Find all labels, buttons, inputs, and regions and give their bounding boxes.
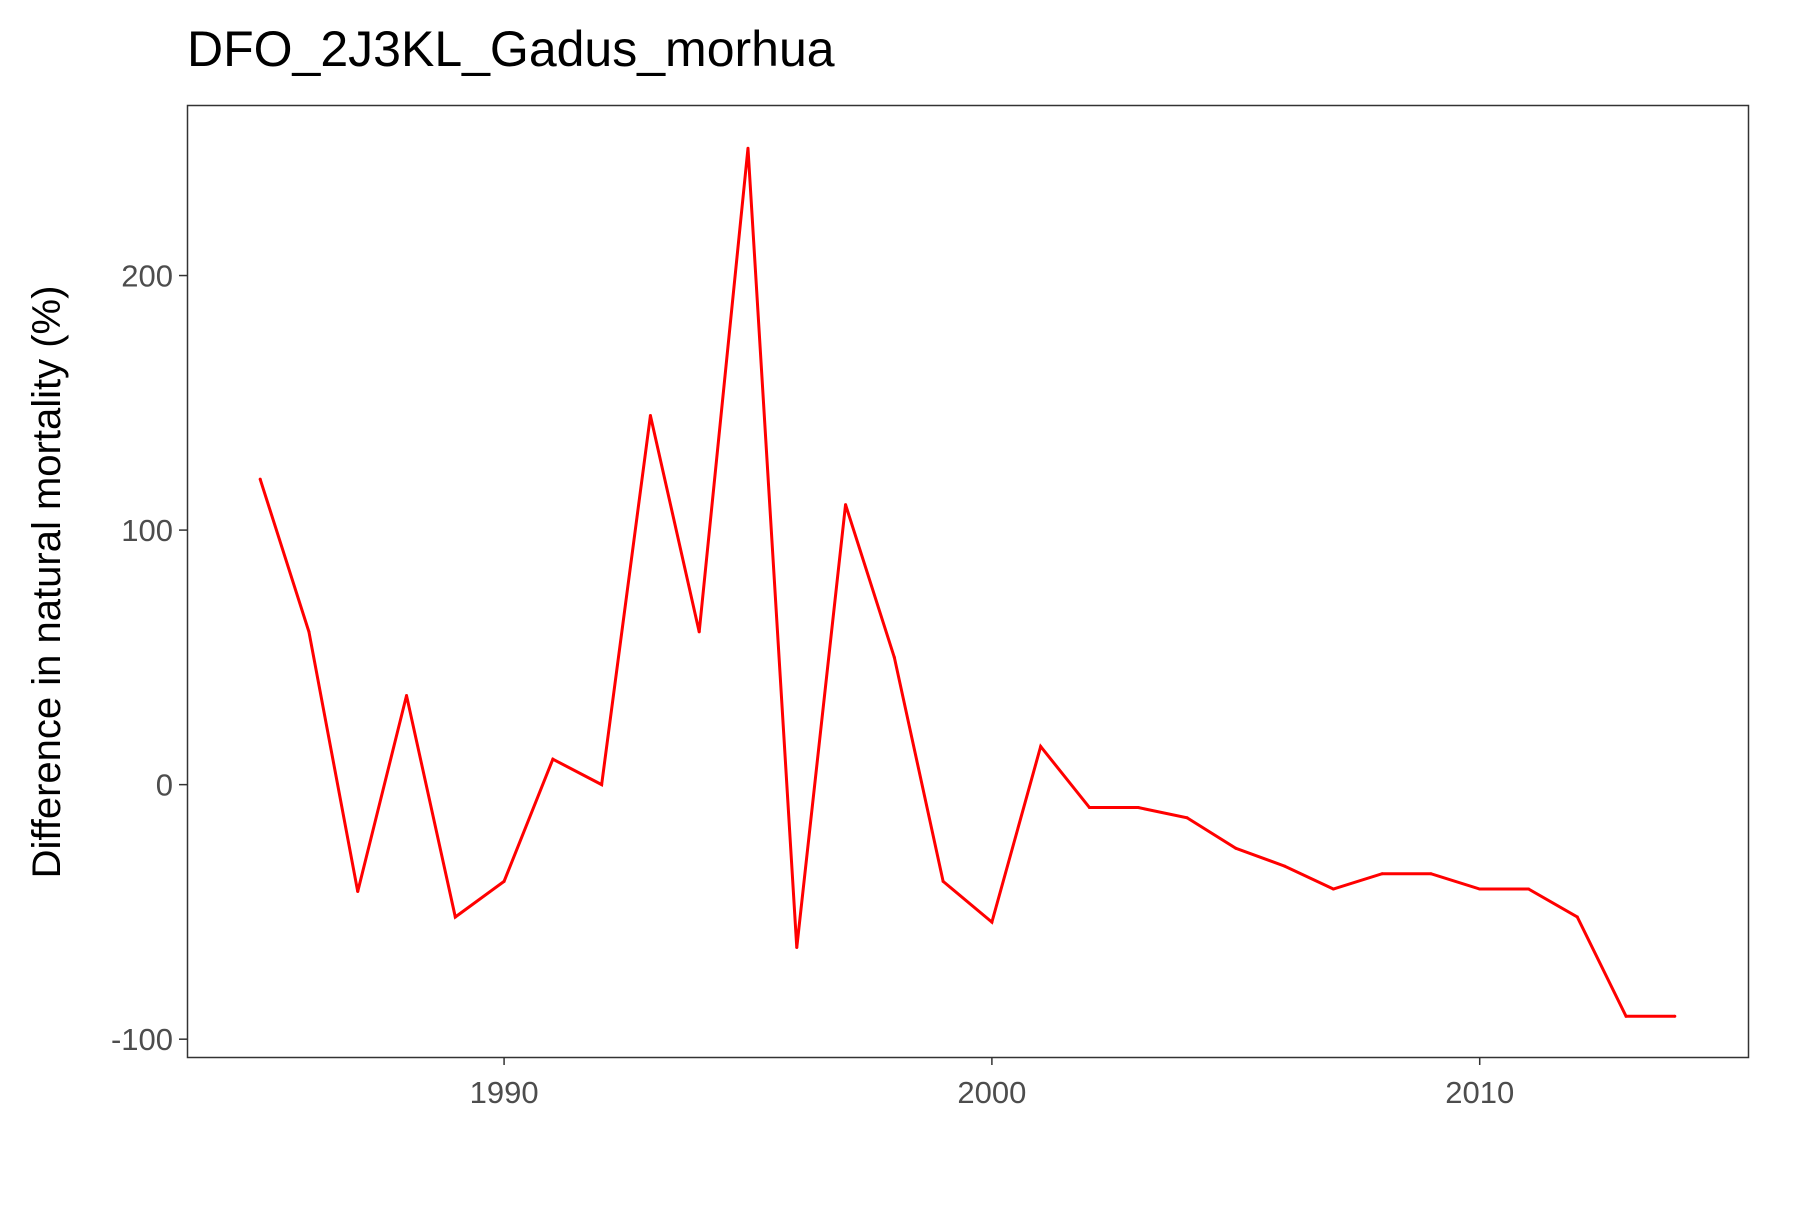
x-axis: 1990 2000 2010 xyxy=(470,1057,1514,1110)
data-point xyxy=(307,630,311,634)
y-axis-title: Difference in natural mortality (%) xyxy=(25,286,69,879)
y-tick-label: 200 xyxy=(121,259,173,294)
data-point xyxy=(844,503,848,507)
y-tick-label: -100 xyxy=(111,1022,173,1057)
x-tick-label: 1990 xyxy=(470,1075,539,1110)
data-point xyxy=(1136,806,1140,810)
data-point xyxy=(1624,1014,1628,1018)
data-point xyxy=(1331,887,1335,891)
data-point xyxy=(600,783,604,787)
data-point xyxy=(1429,872,1433,876)
data-point xyxy=(1087,806,1091,810)
series-layer xyxy=(258,146,1677,1018)
data-point xyxy=(453,915,457,919)
data-point xyxy=(648,414,652,418)
data-point xyxy=(1526,887,1530,891)
data-point xyxy=(1185,816,1189,820)
y-tick-label: 0 xyxy=(156,768,173,803)
data-point xyxy=(258,477,262,481)
chart-title: DFO_2J3KL_Gadus_morhua xyxy=(187,21,835,77)
x-tick-label: 2000 xyxy=(957,1075,1026,1110)
data-point xyxy=(697,630,701,634)
data-point xyxy=(795,946,799,950)
data-point xyxy=(990,920,994,924)
data-point xyxy=(405,694,409,698)
y-tick-label: 100 xyxy=(121,513,173,548)
y-axis: -100 0 100 200 xyxy=(111,259,187,1057)
data-point xyxy=(502,879,506,883)
data-point xyxy=(1039,744,1043,748)
data-point xyxy=(1234,846,1238,850)
data-point xyxy=(1283,864,1287,868)
plot-panel xyxy=(186,104,1750,1059)
data-point xyxy=(551,757,555,761)
data-point xyxy=(1478,887,1482,891)
data-point xyxy=(941,879,945,883)
data-point xyxy=(1380,872,1384,876)
series-line xyxy=(258,148,1675,1018)
x-tick-label: 2010 xyxy=(1445,1075,1514,1110)
data-point xyxy=(892,655,896,659)
data-point xyxy=(1575,915,1579,919)
data-point xyxy=(746,146,750,150)
data-point xyxy=(1673,1014,1677,1018)
data-point xyxy=(356,890,360,894)
